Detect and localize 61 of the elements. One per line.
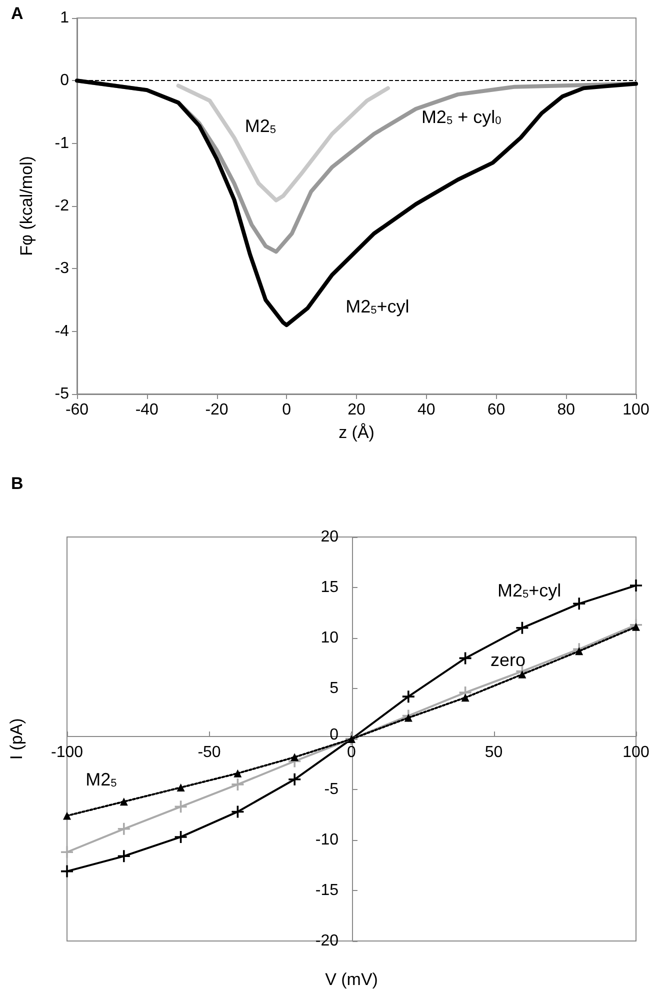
point bbox=[120, 798, 128, 806]
y-tick-label: 0 bbox=[330, 726, 339, 744]
point bbox=[573, 598, 586, 610]
y-tick-label: 1 bbox=[60, 10, 70, 26]
point bbox=[234, 769, 242, 778]
point bbox=[61, 865, 73, 878]
y-tick-label: -5 bbox=[54, 386, 70, 402]
x-tick-label: 0 bbox=[282, 402, 292, 418]
series-label: M25 bbox=[244, 116, 276, 136]
x-tick-label: 100 bbox=[622, 402, 650, 418]
x-tick-label: 60 bbox=[487, 402, 506, 418]
x-tick-label: -50 bbox=[198, 744, 221, 761]
point bbox=[118, 822, 130, 835]
y-tick-label: -20 bbox=[315, 932, 339, 950]
y-tick-label: -5 bbox=[324, 781, 339, 798]
point bbox=[118, 850, 130, 862]
y-axis-title: I (pA) bbox=[7, 718, 26, 760]
y-tick-label: 10 bbox=[320, 630, 339, 646]
y-tick-label: -2 bbox=[54, 198, 70, 214]
y-tick-label: 5 bbox=[330, 680, 339, 697]
y-tick-label: -1 bbox=[54, 134, 70, 152]
series-label: M25 + cyl0 bbox=[421, 107, 502, 128]
point bbox=[290, 753, 299, 762]
x-tick-label: 100 bbox=[622, 744, 650, 761]
point bbox=[461, 694, 470, 702]
line-series bbox=[176, 84, 390, 202]
series-label: M25 bbox=[86, 769, 117, 790]
x-tick-label: -40 bbox=[135, 402, 159, 418]
x-tick-label: 50 bbox=[484, 744, 503, 761]
series-label: zero bbox=[490, 650, 526, 670]
series-label: M25+cyl bbox=[497, 580, 562, 601]
x-tick-label: -60 bbox=[65, 402, 89, 418]
series-label: M25+cyl bbox=[346, 296, 410, 316]
chart-title: A bbox=[11, 4, 24, 23]
x-axis-title: V (mV) bbox=[325, 970, 378, 989]
point bbox=[174, 830, 187, 843]
point bbox=[176, 783, 185, 792]
chart-title: B bbox=[11, 474, 24, 493]
y-tick-label: -10 bbox=[315, 832, 339, 848]
point bbox=[518, 670, 526, 678]
y-tick-label: -3 bbox=[54, 260, 70, 278]
point bbox=[232, 778, 244, 790]
y-tick-label: 0 bbox=[60, 72, 70, 90]
x-tick-label: 80 bbox=[557, 402, 576, 418]
y-tick-label: 20 bbox=[320, 528, 339, 546]
y-tick-label: -4 bbox=[54, 322, 70, 340]
point bbox=[516, 622, 528, 634]
x-tick-label: 0 bbox=[347, 744, 356, 761]
x-tick-label: -20 bbox=[205, 402, 228, 418]
y-tick-label: 15 bbox=[320, 579, 339, 596]
y-tick-label: -15 bbox=[315, 882, 339, 899]
point bbox=[288, 773, 301, 786]
point bbox=[630, 579, 642, 592]
x-tick-label: 40 bbox=[417, 402, 436, 418]
x-axis-title: z (Å) bbox=[338, 423, 374, 442]
point bbox=[402, 690, 414, 703]
y-axis-title: Fφ (kcal/mol) bbox=[17, 156, 36, 256]
x-tick-label: -100 bbox=[50, 744, 84, 761]
x-tick-label: 20 bbox=[348, 402, 366, 418]
point bbox=[61, 846, 73, 858]
point bbox=[63, 812, 71, 820]
